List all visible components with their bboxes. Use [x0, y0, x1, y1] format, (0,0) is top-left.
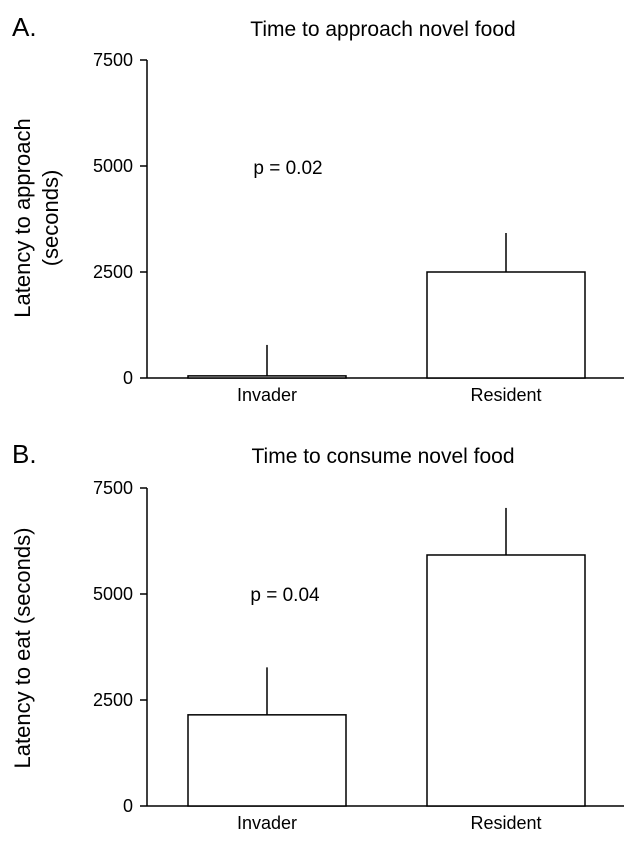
- panel-b-category-label-resident: Resident: [470, 813, 541, 833]
- panel-a-letter: A.: [12, 12, 37, 42]
- panel-b-title: Time to consume novel food: [251, 445, 514, 468]
- panel-a-bar-invader: [187, 375, 347, 379]
- panel-b-category-label-invader: Invader: [237, 813, 297, 833]
- panel-a-ytick-label-0: 0: [123, 368, 133, 388]
- panel-b-bar-resident: [426, 554, 586, 807]
- panel-a: A. Time to approach novel food Latency t…: [10, 12, 624, 405]
- panel-b-ytick-label-5000: 5000: [93, 584, 133, 604]
- panel-a-title: Time to approach novel food: [250, 18, 515, 41]
- panel-b-ytick-label-2500: 2500: [93, 690, 133, 710]
- panel-a-ylabel-line1: Latency to approach: [10, 118, 35, 317]
- panel-b-ylabel: Latency to eat (seconds): [10, 528, 35, 769]
- panel-b-bar-invader: [187, 714, 347, 807]
- panel-a-ytick-label-5000: 5000: [93, 156, 133, 176]
- panel-a-bar-resident: [426, 271, 586, 379]
- panel-a-category-label-resident: Resident: [470, 385, 541, 405]
- panel-a-p-value: p = 0.02: [253, 158, 322, 179]
- panel-b-ytick-label-0: 0: [123, 796, 133, 816]
- panel-b: B. Time to consume novel food Latency to…: [10, 439, 624, 833]
- panel-b-p-value: p = 0.04: [250, 585, 320, 606]
- panel-b-letter: B.: [12, 439, 37, 469]
- panel-a-ylabel-line2: (seconds): [38, 170, 63, 267]
- panel-a-ytick-label-7500: 7500: [93, 50, 133, 70]
- panel-b-ytick-label-7500: 7500: [93, 478, 133, 498]
- panel-a-ytick-label-2500: 2500: [93, 262, 133, 282]
- panel-a-category-label-invader: Invader: [237, 385, 297, 405]
